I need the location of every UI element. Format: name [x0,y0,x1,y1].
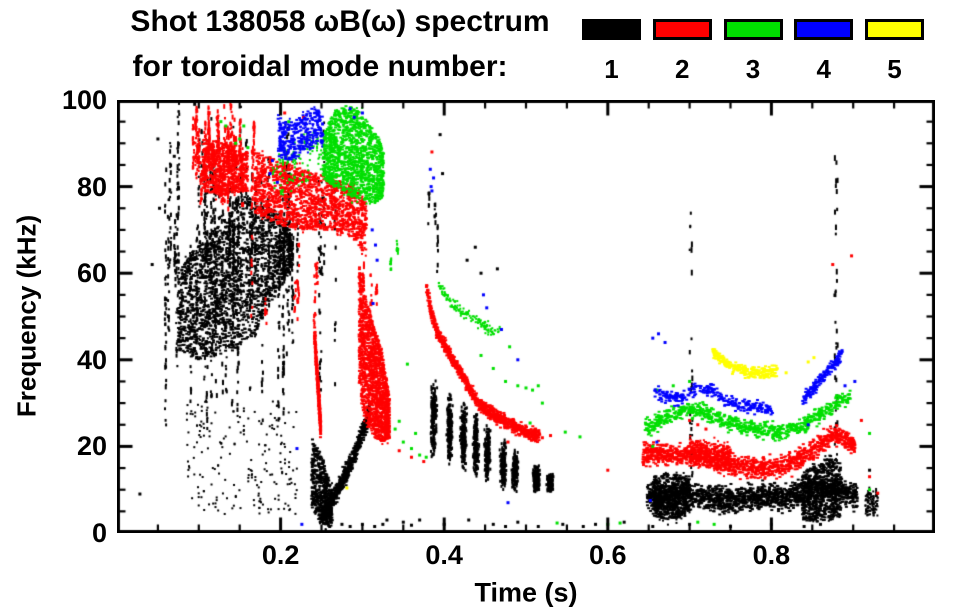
x-tick-label: 0.2 [261,540,300,570]
y-tick-label: 40 [76,344,107,375]
legend-swatch-mode-2 [652,19,712,40]
legend-label-mode-4: 4 [816,54,831,84]
y-tick-label: 60 [76,258,107,289]
y-tick-label: 80 [76,171,107,202]
legend-swatch-mode-4 [794,19,854,40]
legend-swatch-mode-3 [723,19,783,40]
x-tick-label: 0.4 [425,540,463,570]
legend-swatch-mode-1 [582,19,641,40]
chart-title: Shot 138058 ωB(ω) spectrum [130,5,550,38]
legend-swatch-mode-5 [865,19,924,40]
legend-label-mode-5: 5 [887,54,902,84]
x-tick-label: 0.6 [589,540,627,570]
y-tick-label: 100 [61,85,107,115]
chart-subtitle: for toroidal mode number: [132,50,508,83]
legend-label-mode-3: 3 [745,54,761,84]
y-axis-title: Frequency (kHz) [11,214,42,418]
x-axis-title: Time (s) [474,577,578,608]
spectrogram-canvas [117,100,935,533]
legend-label-mode-1: 1 [604,54,619,84]
legend-label-mode-2: 2 [675,54,690,84]
y-tick-label: 20 [76,431,107,462]
y-tick-label: 0 [91,518,107,548]
x-tick-label: 0.8 [752,540,791,570]
